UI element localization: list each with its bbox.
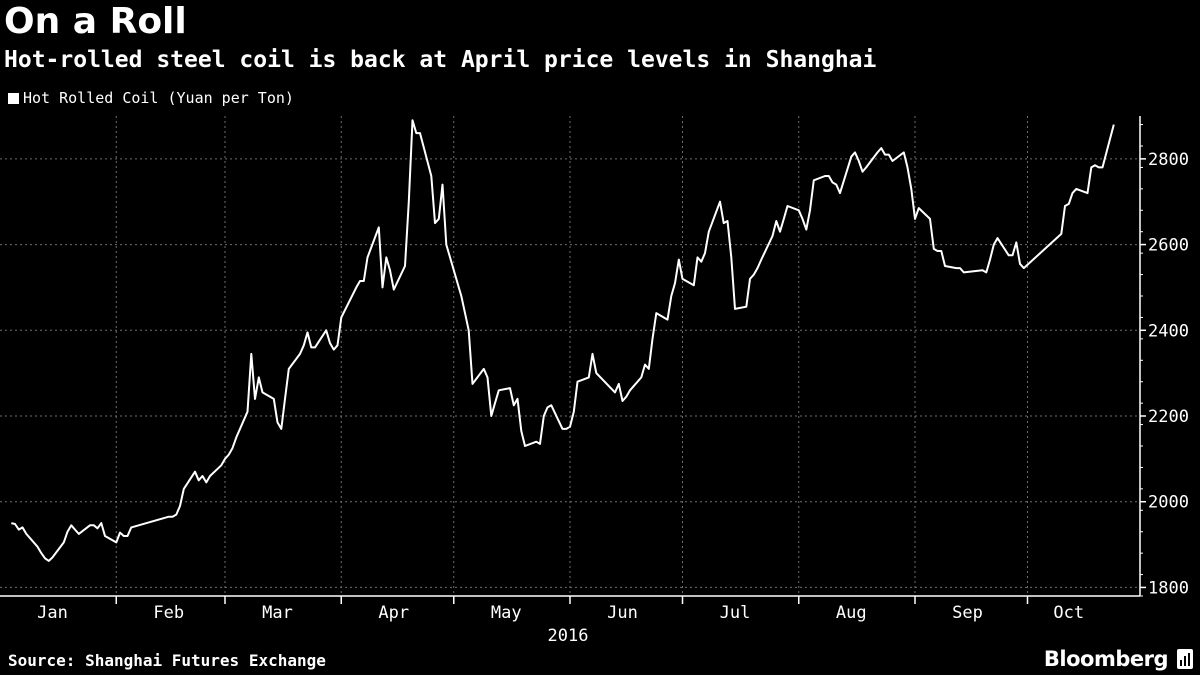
x-tick-label: Mar (262, 603, 293, 623)
tick-labels: Jan Feb Mar Apr May Jun Jul Aug Sep Oct 2016 1800 20… (37, 150, 1189, 646)
x-tick-label: May (491, 603, 522, 623)
legend-label: Hot Rolled Coil (Yuan per Ton) (23, 89, 294, 107)
y-tick-label: 2200 (1148, 407, 1189, 427)
x-tick-label: Aug (836, 603, 867, 623)
x-tick-label: Apr (378, 603, 409, 623)
series-line (11, 119, 1115, 562)
chart-title: On a Roll (4, 1, 187, 42)
x-tick-label: Jun (607, 603, 638, 623)
legend-swatch (8, 92, 19, 104)
source-note: Source: Shanghai Futures Exchange (8, 651, 326, 670)
chart-subtitle: Hot-rolled steel coil is back at April p… (4, 47, 877, 73)
y-tick-label: 2800 (1148, 150, 1189, 170)
series-layer (11, 119, 1115, 562)
x-tick-label: Oct (1053, 603, 1084, 623)
x-tick-label: Sep (952, 603, 983, 623)
axes (0, 116, 1146, 604)
bloomberg-logo: Bloomberg (1043, 647, 1169, 671)
x-tick-label: Jan (37, 603, 68, 623)
y-tick-label: 2400 (1148, 321, 1189, 341)
y-tick-label: 1800 (1148, 578, 1189, 598)
y-tick-label: 2600 (1148, 236, 1189, 256)
bloomberg-mark-icon (1177, 649, 1193, 669)
grid (0, 116, 1140, 596)
x-axis-year-label: 2016 (548, 626, 589, 646)
x-tick-label: Feb (153, 603, 184, 623)
legend: Hot Rolled Coil (Yuan per Ton) (8, 89, 294, 107)
y-tick-label: 2000 (1148, 493, 1189, 513)
x-tick-label: Jul (720, 603, 751, 623)
